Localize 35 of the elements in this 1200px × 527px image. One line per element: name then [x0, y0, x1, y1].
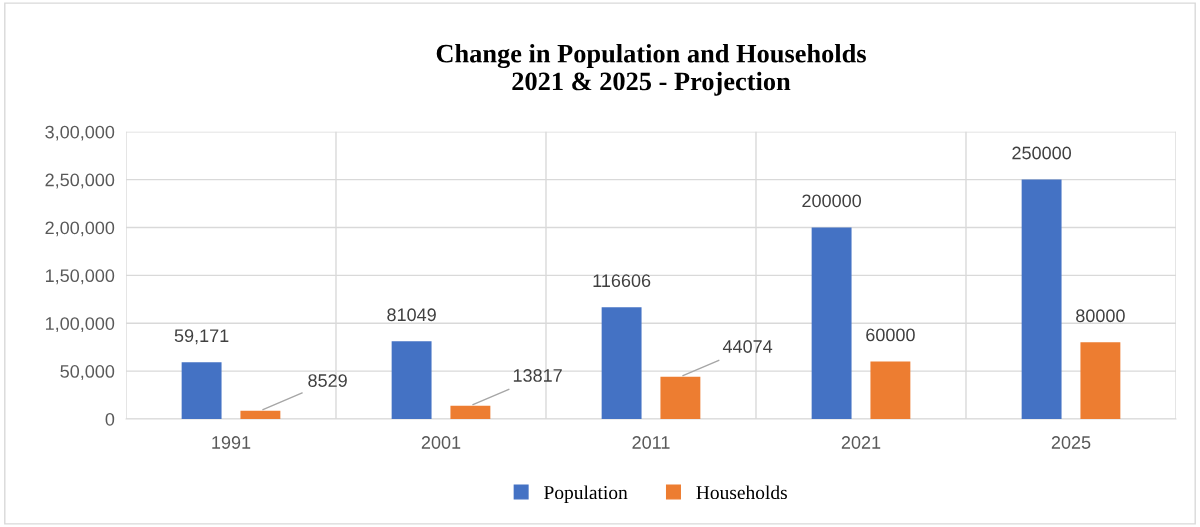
bar — [601, 307, 642, 419]
data-label: 200000 — [802, 194, 862, 208]
data-label: 44074 — [722, 340, 773, 353]
bar — [1021, 179, 1062, 419]
bar — [870, 361, 911, 419]
legend-label: Households — [696, 485, 787, 500]
data-label: 60000 — [866, 328, 915, 342]
y-tick-label: 1,00,000 — [45, 317, 115, 333]
bar — [660, 376, 701, 419]
x-tick-label: 1991 — [212, 436, 251, 449]
data-label: 59,171 — [174, 329, 229, 345]
legend-label: Population — [544, 485, 628, 504]
y-tick-label: 50,000 — [60, 365, 115, 380]
bar — [811, 227, 852, 419]
y-tick-label: 0 — [105, 412, 115, 426]
data-label: 80000 — [1076, 309, 1125, 323]
x-tick-label: 2011 — [632, 436, 670, 449]
chart-title: Change in Population and Households 2021 & 2025 - Projection — [436, 43, 866, 96]
bar — [1080, 342, 1121, 419]
data-label: 13817 — [513, 369, 562, 382]
y-tick-label: 3,00,000 — [45, 125, 115, 141]
bar — [240, 410, 281, 419]
x-tick-label: 2001 — [421, 436, 461, 449]
y-tick-label: 1,50,000 — [45, 269, 115, 285]
data-label: 250000 — [1012, 146, 1072, 160]
y-tick-label: 2,50,000 — [45, 173, 115, 189]
bar — [450, 405, 491, 419]
data-label: 116606 — [593, 274, 651, 288]
data-label: 8529 — [308, 374, 347, 387]
x-tick-label: 2025 — [1051, 436, 1091, 449]
bar — [181, 362, 222, 419]
y-tick-label: 2,00,000 — [45, 221, 115, 237]
bar — [391, 341, 432, 419]
data-label: 81049 — [387, 308, 436, 322]
x-tick-label: 2021 — [841, 436, 881, 449]
